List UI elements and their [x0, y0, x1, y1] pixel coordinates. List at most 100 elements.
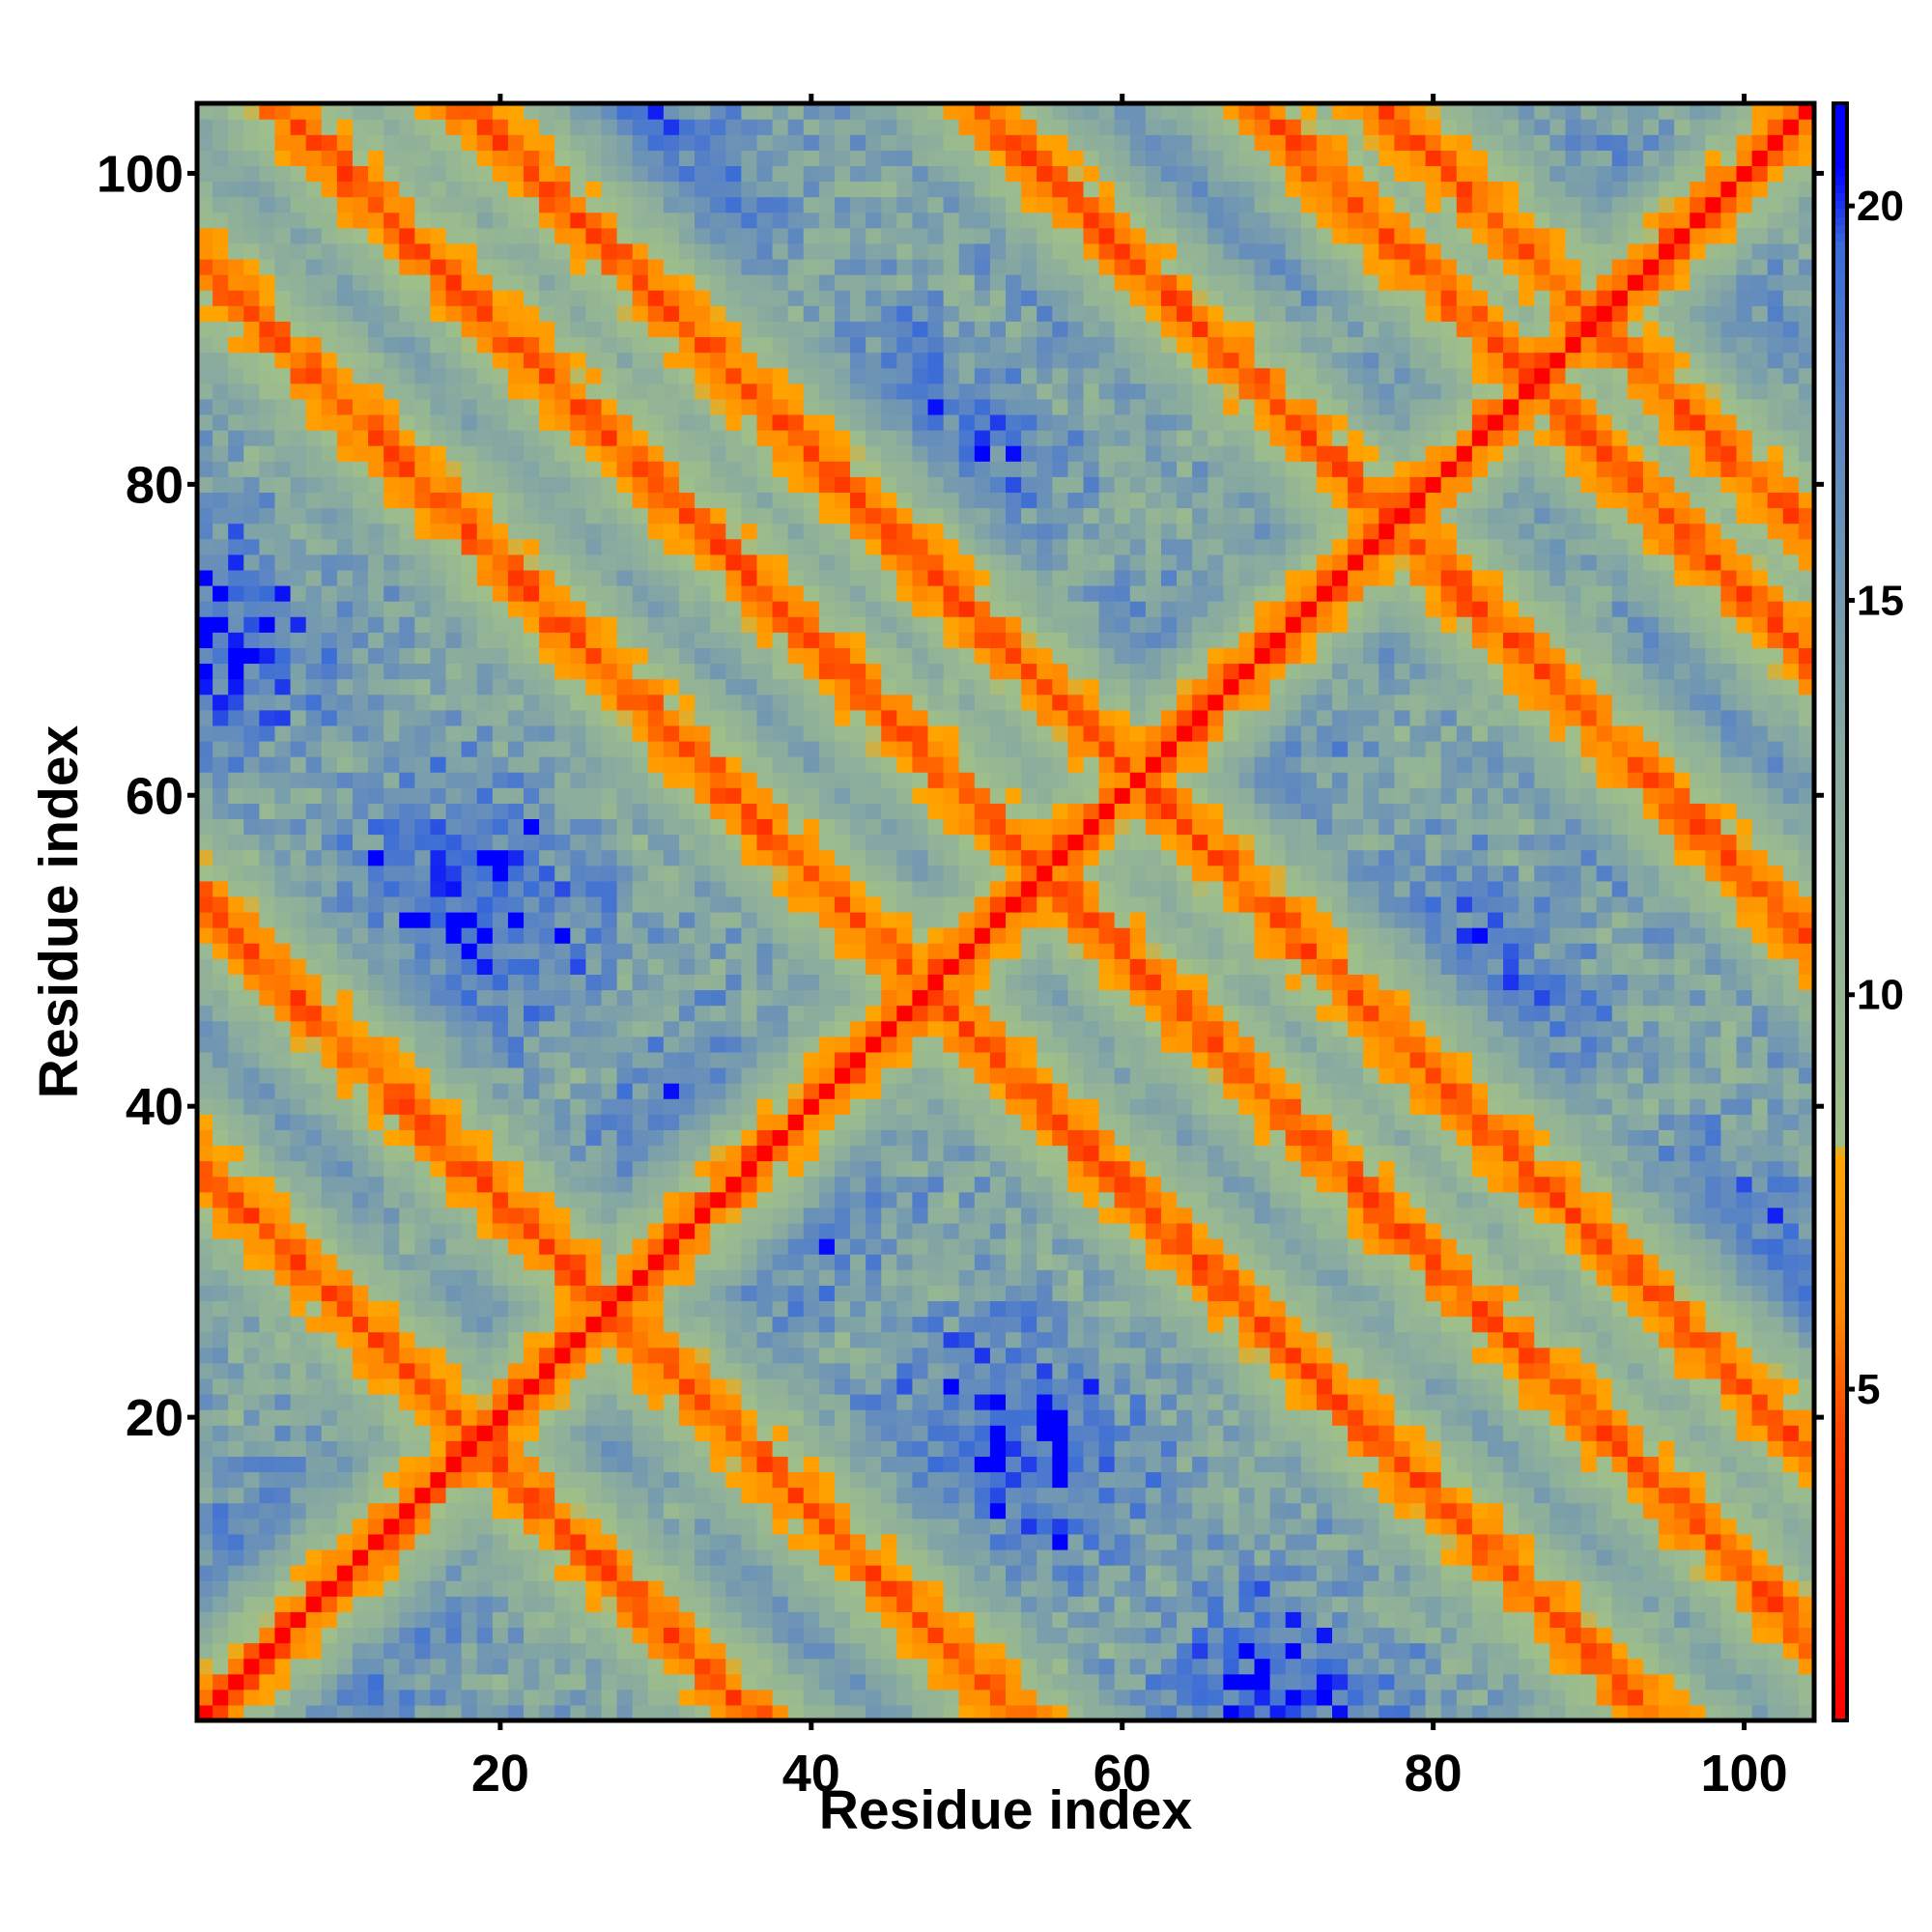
heatmap-cell	[430, 119, 447, 135]
heatmap-cell	[290, 834, 307, 851]
heatmap-cell	[368, 336, 384, 354]
heatmap-cell	[601, 663, 618, 680]
heatmap-cell	[243, 803, 260, 820]
heatmap-cell	[305, 663, 323, 680]
heatmap-cell	[259, 1269, 276, 1286]
heatmap-cell	[445, 1331, 463, 1349]
heatmap-cell	[414, 258, 432, 275]
heatmap-cell	[336, 1456, 354, 1473]
heatmap-cell	[352, 1627, 369, 1644]
heatmap-cell	[772, 1502, 789, 1520]
heatmap-cell	[414, 523, 432, 540]
heatmap-cell	[352, 1440, 369, 1457]
heatmap-cell	[725, 1036, 742, 1053]
heatmap-cell	[336, 1596, 354, 1612]
heatmap-cell	[803, 834, 820, 851]
heatmap-cell	[741, 1083, 758, 1099]
heatmap-cell	[601, 336, 618, 354]
heatmap-cell	[336, 212, 354, 229]
heatmap-cell	[539, 1347, 555, 1364]
heatmap-cell	[305, 274, 323, 291]
heatmap-cell	[818, 523, 836, 540]
heatmap-cell	[243, 1222, 260, 1239]
heatmap-cell	[912, 242, 929, 260]
heatmap-cell	[695, 569, 711, 586]
heatmap-cell	[228, 943, 244, 959]
heatmap-cell	[476, 724, 494, 742]
heatmap-cell	[772, 430, 789, 446]
heatmap-cell	[213, 1191, 229, 1208]
heatmap-cell	[834, 803, 851, 820]
heatmap-cell	[554, 1020, 571, 1037]
heatmap-cell	[710, 756, 726, 773]
heatmap-cell	[461, 1393, 478, 1410]
heatmap-cell	[710, 445, 726, 462]
heatmap-cell	[866, 880, 882, 897]
heatmap-cell	[678, 1673, 696, 1690]
heatmap-cell	[741, 772, 758, 788]
heatmap-cell	[818, 958, 836, 975]
heatmap-cell	[881, 1114, 897, 1130]
heatmap-cell	[213, 290, 229, 306]
heatmap-cell	[881, 865, 897, 882]
heatmap-cell	[352, 912, 369, 928]
heatmap-cell	[725, 1642, 742, 1660]
heatmap-cell	[368, 523, 384, 540]
heatmap-cell	[399, 1456, 415, 1473]
heatmap-cell	[197, 1440, 213, 1457]
heatmap-cell	[430, 1316, 447, 1333]
heatmap-cell	[834, 1565, 851, 1581]
heatmap-cell	[368, 1222, 384, 1239]
heatmap-cell	[632, 1502, 649, 1520]
heatmap-cell	[647, 336, 665, 354]
heatmap-cell	[803, 430, 820, 446]
heatmap-cell	[866, 492, 882, 509]
heatmap-cell	[336, 1331, 354, 1349]
heatmap-cell	[570, 818, 587, 836]
heatmap-cell	[213, 958, 229, 975]
heatmap-cell	[243, 290, 260, 306]
heatmap-cell	[197, 1596, 213, 1612]
heatmap-cell	[305, 1238, 323, 1255]
heatmap-cell	[290, 569, 307, 586]
heatmap-cell	[259, 134, 276, 151]
heatmap-cell	[476, 103, 494, 120]
heatmap-cell	[336, 1440, 354, 1457]
heatmap-cell	[850, 445, 867, 462]
heatmap-cell	[554, 476, 571, 494]
heatmap-cell	[352, 523, 369, 540]
heatmap-cell	[803, 1114, 820, 1130]
heatmap-cell	[290, 912, 307, 928]
heatmap-cell	[539, 1362, 555, 1379]
heatmap-cell	[228, 1425, 244, 1441]
heatmap-cell	[524, 1176, 540, 1193]
heatmap-cell	[632, 196, 649, 213]
heatmap-cell	[414, 1347, 432, 1364]
heatmap-cell	[678, 1565, 696, 1581]
heatmap-cell	[384, 1565, 400, 1581]
heatmap-cell	[461, 740, 478, 757]
heatmap-cell	[430, 1471, 447, 1489]
heatmap-cell	[678, 834, 696, 851]
heatmap-cell	[290, 1285, 307, 1302]
heatmap-cell	[259, 1347, 276, 1364]
heatmap-cell	[554, 321, 571, 338]
heatmap-cell	[632, 181, 649, 198]
heatmap-cell	[399, 1565, 415, 1581]
heatmap-cell	[290, 1207, 307, 1224]
heatmap-cell	[616, 1145, 634, 1162]
heatmap-cell	[414, 958, 432, 975]
heatmap-cell	[399, 895, 415, 913]
heatmap-cell	[632, 445, 649, 462]
heatmap-cell	[213, 430, 229, 446]
heatmap-cell	[430, 1098, 447, 1115]
heatmap-cell	[866, 1627, 882, 1644]
heatmap-cell	[274, 974, 292, 991]
heatmap-cell	[850, 150, 867, 166]
heatmap-cell	[850, 165, 867, 183]
heatmap-cell	[213, 321, 229, 338]
heatmap-cell	[274, 647, 292, 665]
heatmap-cell	[554, 1051, 571, 1068]
heatmap-cell	[368, 1036, 384, 1053]
heatmap-cell	[213, 1300, 229, 1318]
